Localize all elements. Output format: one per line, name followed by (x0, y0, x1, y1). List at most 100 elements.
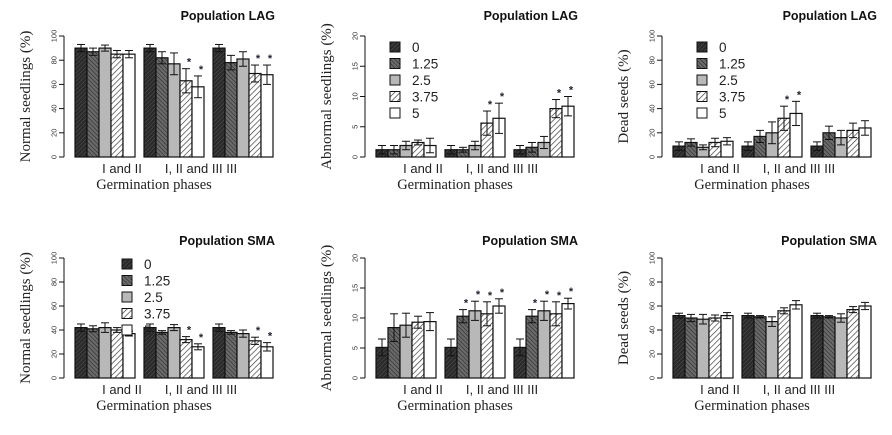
bar (260, 74, 274, 158)
bar (167, 327, 181, 379)
bar (672, 315, 686, 379)
bar (834, 317, 848, 379)
significance-star: * (557, 88, 562, 100)
legend-swatch (389, 91, 401, 102)
legend-label: 2.5 (412, 73, 431, 88)
y-tick-label: 80 (648, 278, 657, 286)
bar (248, 340, 262, 379)
y-tick-label: 0 (648, 376, 657, 380)
bar (212, 327, 226, 379)
legend-swatch (696, 107, 708, 119)
legend-swatch (389, 74, 401, 86)
bar (765, 321, 779, 379)
bar (143, 47, 157, 158)
x-category-label: I and II (700, 161, 740, 176)
legend-label: 2.5 (719, 73, 738, 88)
y-tick-label: 0 (351, 376, 360, 380)
y-tick-label: 60 (648, 302, 657, 310)
bar (236, 333, 250, 379)
bar (155, 57, 169, 158)
legend-label: 1.25 (719, 57, 745, 72)
bar (224, 62, 238, 158)
bar (696, 318, 710, 379)
chart-title: Population LAG (783, 9, 877, 23)
y-tick-label: 60 (648, 80, 657, 88)
y-tick-label: 100 (648, 252, 657, 265)
y-tick-label: 5 (351, 346, 360, 350)
y-tick-label: 20 (50, 350, 59, 358)
bar (155, 331, 169, 379)
bar (456, 315, 470, 379)
y-tick-label: 100 (50, 30, 59, 43)
significance-star: * (500, 287, 505, 299)
bar (858, 305, 872, 379)
x-category-label: I, II and III III (165, 382, 237, 397)
significance-star: * (199, 332, 204, 344)
bar (110, 329, 124, 379)
bar (98, 47, 112, 158)
bar (167, 63, 181, 158)
legend-label: 3.75 (412, 90, 438, 105)
chart-panel: Population LAG 0 20 40 60 80 100 Normal seedlin… (18, 9, 275, 193)
legend: 0 1.252.5 3.755 (696, 40, 745, 121)
y-tick-label: 60 (50, 302, 59, 310)
chart-panel: Population LAG 0 5 10 15 20 Abnormal seedlings… (319, 9, 578, 193)
legend-label: 3.75 (719, 90, 745, 105)
y-tick-label: 80 (50, 56, 59, 64)
bar (777, 310, 791, 379)
legend-swatch (696, 41, 708, 53)
bar (741, 315, 755, 379)
bar (753, 316, 767, 379)
bar (411, 321, 425, 379)
legend-swatch (121, 324, 133, 336)
y-tick-label: 0 (50, 376, 59, 380)
significance-star: * (187, 57, 192, 69)
bar (179, 339, 193, 379)
significance-star: * (256, 53, 261, 65)
y-tick-label: 100 (648, 30, 657, 43)
y-tick-label: 40 (50, 326, 59, 334)
legend: 0 1.252.5 3.755 (121, 257, 170, 338)
chart-panel: Population SMA 0 20 40 60 80 100 Dead seeds (%)… (616, 234, 877, 414)
y-tick-label: 40 (50, 104, 59, 112)
x-category-label: I and II (403, 161, 443, 176)
chart-panel: Population LAG 0 20 40 60 80 100 Dead seeds (%)… (616, 9, 877, 193)
bar (708, 317, 722, 379)
y-tick-label: 40 (648, 104, 657, 112)
x-axis-label: Germination phases (96, 177, 212, 193)
x-category-label: I, II and III III (466, 161, 538, 176)
y-axis-label: Dead seeds (%) (616, 49, 632, 143)
chart-title: Population SMA (179, 234, 275, 248)
bar (191, 346, 205, 379)
bar (122, 53, 136, 158)
y-tick-label: 20 (648, 129, 657, 137)
chart-panel: Population SMA 0 20 40 60 80 100 Normal seedlin… (18, 234, 275, 414)
significance-star: * (500, 91, 505, 103)
x-category-label: I, II and III III (763, 382, 835, 397)
significance-star: * (268, 53, 273, 65)
chart-title: Population LAG (181, 9, 275, 23)
bar (248, 72, 262, 158)
legend-swatch (121, 291, 133, 303)
significance-star: * (533, 298, 538, 310)
significance-star: * (557, 290, 562, 302)
legend-label: 5 (412, 106, 420, 121)
bar (525, 315, 539, 379)
y-tick-label: 0 (648, 155, 657, 159)
significance-star: * (488, 290, 493, 302)
chart-title: Population SMA (482, 234, 578, 248)
bar (74, 47, 88, 158)
significance-star: * (268, 331, 273, 343)
y-tick-label: 10 (351, 92, 360, 100)
bar (846, 309, 860, 379)
chart-title: Population SMA (781, 234, 877, 248)
y-axis-label: Normal seedlings (%) (18, 31, 34, 163)
significance-star: * (569, 85, 574, 97)
y-tick-label: 5 (351, 125, 360, 129)
legend-swatch (121, 275, 133, 286)
legend-label: 0 (412, 40, 420, 55)
x-axis-label: Germination phases (397, 398, 513, 414)
x-category-label: I and II (700, 382, 740, 397)
bar (122, 333, 136, 379)
significance-star: * (785, 94, 790, 106)
